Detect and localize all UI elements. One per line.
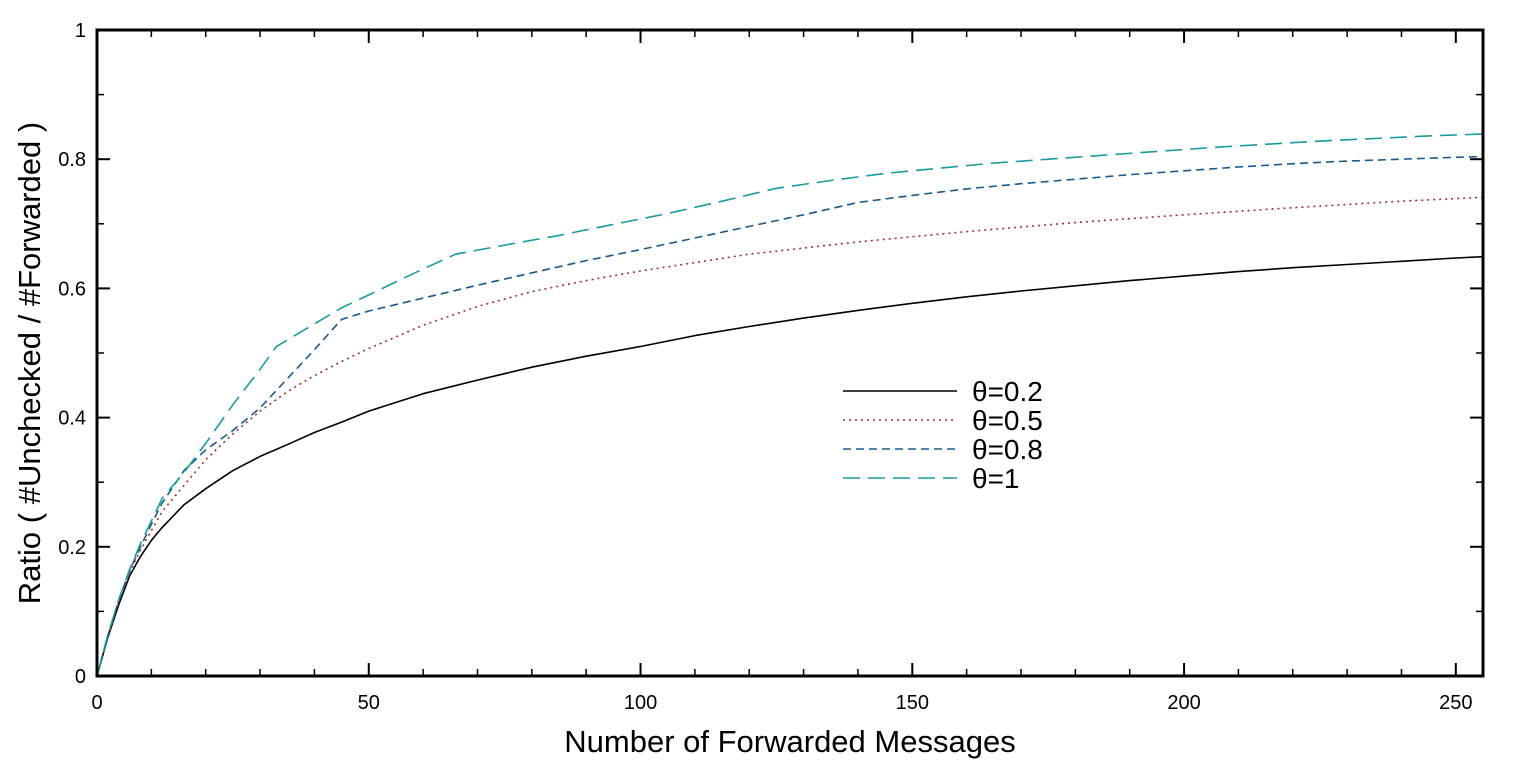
x-tick-label: 50 xyxy=(358,692,380,714)
series-line-2 xyxy=(96,196,1484,677)
x-tick-label: 0 xyxy=(91,692,102,714)
x-tick-labels: 0 50 100 150 200 250 xyxy=(91,692,1472,714)
series-line-4 xyxy=(96,133,1484,677)
x-axis-label: Number of Forwarded Messages xyxy=(564,724,1015,759)
legend: θ=0.2θ=0.5θ=0.8θ=1 xyxy=(843,376,1043,494)
x-tick-label: 200 xyxy=(1167,692,1200,714)
series-line-1 xyxy=(96,255,1484,677)
y-tick-label: 0 xyxy=(75,666,86,688)
legend-label-3: θ=0.8 xyxy=(972,434,1043,465)
y-tick-label: 0.4 xyxy=(58,408,86,430)
legend-label-4: θ=1 xyxy=(972,463,1020,494)
legend-label-2: θ=0.5 xyxy=(972,405,1043,436)
y-axis-label: Ratio ( #Unchecked / #Forwarded ) xyxy=(12,122,47,604)
major-ticks xyxy=(96,29,1483,677)
x-tick-label: 100 xyxy=(624,692,657,714)
series-lines xyxy=(96,133,1484,677)
y-tick-label: 1 xyxy=(75,20,86,42)
legend-label-1: θ=0.2 xyxy=(972,376,1043,407)
series-line-3 xyxy=(96,155,1484,677)
y-tick-label: 0.6 xyxy=(58,278,86,300)
minor-ticks xyxy=(97,30,1483,676)
y-tick-label: 0.8 xyxy=(58,149,86,171)
x-tick-label: 150 xyxy=(896,692,929,714)
plot-frame xyxy=(95,28,1485,678)
x-tick-label: 250 xyxy=(1439,692,1472,714)
y-tick-label: 0.2 xyxy=(58,537,86,559)
y-tick-labels: 0 0.2 0.4 0.6 0.8 1 xyxy=(58,20,86,688)
